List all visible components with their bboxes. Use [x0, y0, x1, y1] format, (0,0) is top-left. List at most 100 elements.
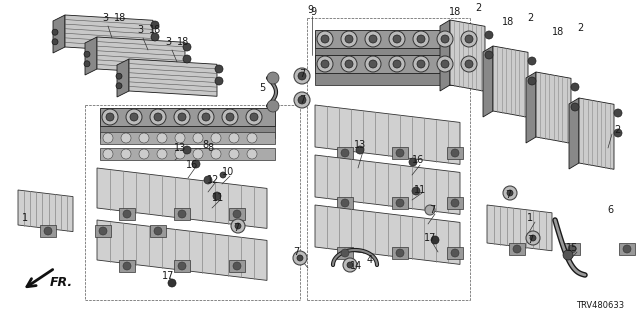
Polygon shape — [53, 15, 65, 53]
Circle shape — [204, 176, 212, 184]
Circle shape — [396, 249, 404, 257]
Circle shape — [437, 31, 453, 47]
Circle shape — [178, 210, 186, 218]
Text: 7: 7 — [299, 69, 305, 79]
Text: 6: 6 — [607, 205, 613, 215]
Circle shape — [183, 43, 191, 51]
Circle shape — [246, 109, 262, 125]
Circle shape — [297, 255, 303, 261]
Circle shape — [369, 60, 377, 68]
Text: 2: 2 — [577, 23, 583, 33]
Text: 5: 5 — [259, 83, 265, 93]
Circle shape — [229, 149, 239, 159]
Circle shape — [168, 279, 176, 287]
Circle shape — [485, 31, 493, 39]
Polygon shape — [100, 126, 275, 138]
Text: 7: 7 — [505, 190, 511, 200]
Circle shape — [321, 60, 329, 68]
Circle shape — [116, 83, 122, 89]
Circle shape — [437, 56, 453, 72]
Circle shape — [365, 31, 381, 47]
Polygon shape — [65, 15, 153, 52]
Polygon shape — [315, 155, 460, 214]
Circle shape — [220, 172, 226, 178]
Circle shape — [461, 31, 477, 47]
Circle shape — [321, 35, 329, 43]
Text: 7: 7 — [527, 235, 533, 245]
Polygon shape — [526, 72, 536, 143]
Polygon shape — [337, 147, 353, 159]
Circle shape — [389, 56, 405, 72]
Circle shape — [341, 199, 349, 207]
Text: 4: 4 — [367, 255, 373, 265]
Polygon shape — [493, 46, 528, 117]
Circle shape — [233, 210, 241, 218]
Circle shape — [614, 129, 622, 137]
Circle shape — [226, 113, 234, 121]
Circle shape — [267, 72, 279, 84]
Polygon shape — [40, 225, 56, 237]
Text: 7: 7 — [299, 95, 305, 105]
Polygon shape — [619, 243, 635, 255]
Polygon shape — [174, 208, 190, 220]
Circle shape — [465, 35, 473, 43]
Circle shape — [130, 113, 138, 121]
Text: 9: 9 — [307, 5, 313, 15]
Polygon shape — [18, 190, 73, 232]
Polygon shape — [536, 72, 571, 143]
Text: 10: 10 — [222, 167, 234, 177]
Circle shape — [183, 55, 191, 63]
Circle shape — [528, 57, 536, 65]
Text: 8: 8 — [202, 140, 208, 150]
Circle shape — [441, 60, 449, 68]
Text: 18: 18 — [449, 7, 461, 17]
Circle shape — [614, 109, 622, 117]
Circle shape — [154, 113, 162, 121]
Circle shape — [198, 109, 214, 125]
Circle shape — [341, 249, 349, 257]
Text: 1: 1 — [22, 213, 28, 223]
Circle shape — [178, 262, 186, 270]
Text: 3: 3 — [137, 25, 143, 35]
Text: 16: 16 — [186, 160, 198, 170]
Circle shape — [451, 149, 459, 157]
Polygon shape — [337, 247, 353, 259]
Polygon shape — [119, 208, 135, 220]
Circle shape — [451, 249, 459, 257]
Text: 7: 7 — [233, 223, 239, 233]
Circle shape — [317, 56, 333, 72]
Polygon shape — [315, 55, 460, 73]
Circle shape — [413, 56, 429, 72]
Polygon shape — [315, 73, 460, 85]
Circle shape — [396, 149, 404, 157]
Polygon shape — [174, 260, 190, 272]
Circle shape — [507, 190, 513, 196]
Polygon shape — [447, 247, 463, 259]
Circle shape — [431, 236, 439, 244]
Circle shape — [123, 210, 131, 218]
Circle shape — [235, 223, 241, 229]
Text: 7: 7 — [429, 205, 435, 215]
Circle shape — [465, 60, 473, 68]
Circle shape — [345, 35, 353, 43]
Circle shape — [417, 35, 425, 43]
Text: 3: 3 — [102, 13, 108, 23]
Text: 11: 11 — [212, 193, 224, 203]
Circle shape — [121, 149, 131, 159]
Circle shape — [441, 35, 449, 43]
Circle shape — [211, 133, 221, 143]
Polygon shape — [315, 105, 460, 164]
Circle shape — [412, 187, 420, 195]
Text: 13: 13 — [354, 140, 366, 150]
Circle shape — [298, 72, 306, 80]
Circle shape — [84, 51, 90, 57]
Text: 2: 2 — [527, 13, 533, 23]
Text: 11: 11 — [414, 185, 426, 195]
Polygon shape — [100, 108, 275, 126]
Polygon shape — [117, 59, 129, 97]
Circle shape — [52, 29, 58, 35]
Circle shape — [250, 113, 258, 121]
Circle shape — [571, 83, 579, 91]
Polygon shape — [487, 205, 552, 251]
Circle shape — [317, 31, 333, 47]
